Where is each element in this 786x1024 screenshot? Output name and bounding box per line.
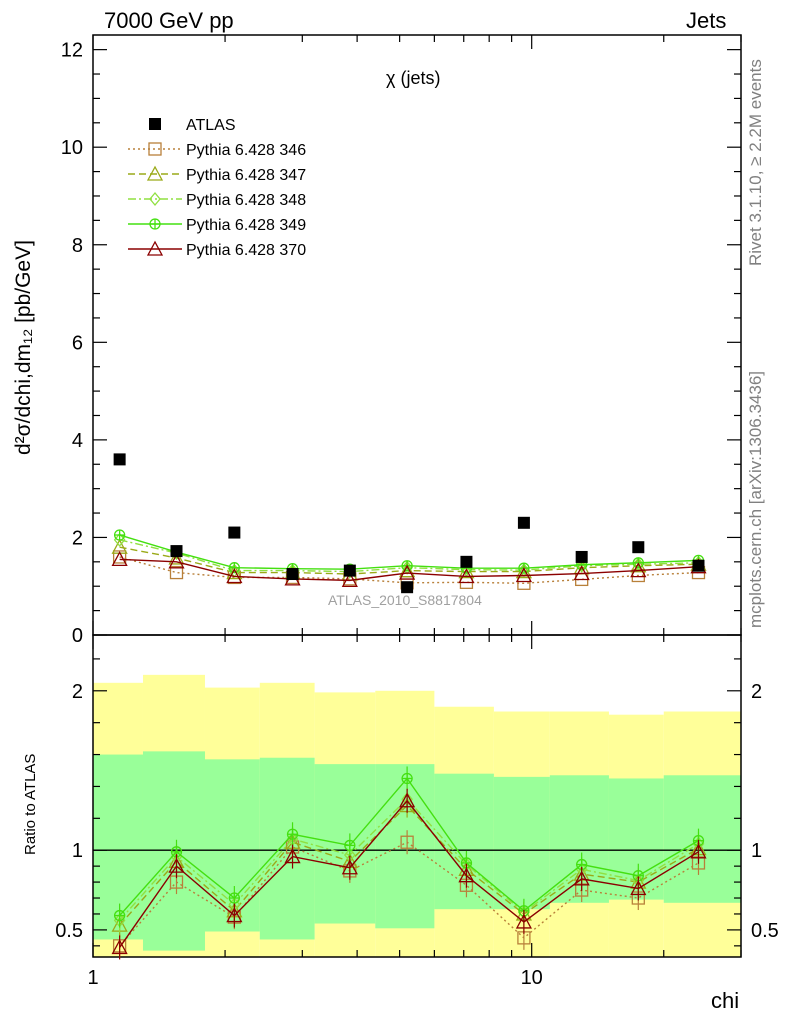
ratio-series-4-point-7 xyxy=(515,913,533,929)
top-series-0-point-0 xyxy=(112,550,127,564)
top-series-4-point-0 xyxy=(111,551,128,567)
top-series-4-point-2 xyxy=(226,568,243,584)
top-y-tick-label-0: 0 xyxy=(72,625,83,647)
top-series-4-point-9 xyxy=(630,562,647,578)
top-y-tick-label-12: 12 xyxy=(61,40,83,62)
ratio-series-0-point-5 xyxy=(400,835,414,849)
legend-marker-0 xyxy=(148,142,162,156)
top-series-4-point-4 xyxy=(341,571,358,588)
legend-label-data: ATLAS xyxy=(186,117,236,134)
ratio-y-tick-label-l-0.5: 0.5 xyxy=(55,920,83,942)
legend-label-3: Pythia 6.428 349 xyxy=(186,217,306,234)
top-y-tick-label-4: 4 xyxy=(72,430,83,452)
ratio-series-3-point-2 xyxy=(228,892,241,904)
ratio-series-4-point-0 xyxy=(111,939,128,955)
x-tick-label-10: 10 xyxy=(521,967,543,989)
ratio-series-4-point-5 xyxy=(399,792,416,808)
rivet-label: Rivet 3.1.10, ≥ 2.2M events xyxy=(746,59,765,266)
ratio-y-tick-label-r-0.5: 0.5 xyxy=(751,920,779,942)
top-series-4-point-7 xyxy=(515,567,533,583)
ratio-series-4-point-6 xyxy=(458,867,475,883)
ratio-series-4-point-2 xyxy=(226,907,243,923)
top-y-tick-label-8: 8 xyxy=(72,235,83,257)
x-axis-label: chi xyxy=(711,988,740,1013)
ratio-y-tick-label-r-1: 1 xyxy=(751,840,762,862)
legend-marker-3 xyxy=(149,218,161,230)
ratio-y-tick-label-l-2: 2 xyxy=(72,681,83,703)
x-tick-label-1: 1 xyxy=(87,967,98,989)
data-point-9 xyxy=(632,541,645,554)
data-point-3 xyxy=(286,568,299,581)
legend-label-2: Pythia 6.428 348 xyxy=(186,192,306,209)
ratio-y-tick-label-r-2: 2 xyxy=(751,681,762,703)
ratio-series-3-point-0 xyxy=(113,909,126,922)
band-inner-5 xyxy=(375,764,435,929)
top-y-tick-label-2: 2 xyxy=(72,527,83,549)
ratio-y-tick-label-l-1: 1 xyxy=(72,840,83,862)
plot-title: χ (jets) xyxy=(386,68,441,88)
top-series-4-point-8 xyxy=(573,565,590,581)
ratio-series-3-point-4 xyxy=(344,839,356,852)
data-point-6 xyxy=(460,555,473,568)
band-inner-1 xyxy=(142,751,205,951)
ratio-series-3-point-3 xyxy=(286,828,299,840)
data-point-8 xyxy=(575,550,588,563)
header-right: Jets xyxy=(686,8,727,33)
data-point-4 xyxy=(343,564,356,577)
watermark: ATLAS_2010_S8817804 xyxy=(328,592,482,608)
legend-marker-1 xyxy=(146,165,164,181)
mcplots-label: mcplots.cern.ch [arXiv:1306.3436] xyxy=(746,370,765,628)
ratio-y-axis-label: Ratio to ATLAS xyxy=(22,753,39,855)
band-inner-2 xyxy=(204,759,260,932)
ratio-series-4-point-4 xyxy=(341,859,358,875)
legend-marker-4 xyxy=(146,240,164,256)
legend-marker-data xyxy=(149,118,161,130)
band-inner-10 xyxy=(663,775,741,903)
ratio-series-4-point-10 xyxy=(690,843,707,859)
top-y-tick-label-6: 6 xyxy=(72,332,83,354)
band-inner-7 xyxy=(493,776,550,910)
top-series-line-4 xyxy=(119,558,699,582)
band-inner-6 xyxy=(434,773,494,910)
data-point-10 xyxy=(692,559,705,572)
legend-label-4: Pythia 6.428 370 xyxy=(186,242,306,259)
data-point-1 xyxy=(170,545,183,558)
top-series-0-point-1 xyxy=(169,565,184,580)
ratio-frame xyxy=(92,634,742,958)
ratio-series-4-point-1 xyxy=(168,857,185,873)
data-point-0 xyxy=(113,453,126,466)
top-y-tick-label-10: 10 xyxy=(61,137,83,159)
ratio-series-3-point-5 xyxy=(401,772,413,785)
top-series-3-point-0 xyxy=(113,529,126,541)
top-series-4-point-1 xyxy=(168,553,185,569)
data-point-5 xyxy=(401,581,414,594)
top-series-2-point-8 xyxy=(575,558,588,573)
data-point-7 xyxy=(517,516,530,529)
legend-label-1: Pythia 6.428 347 xyxy=(186,167,306,184)
ratio-series-4-point-8 xyxy=(573,870,590,886)
band-inner-0 xyxy=(93,754,143,940)
legend-marker-2 xyxy=(149,191,161,207)
header-left: 7000 GeV pp xyxy=(104,8,234,33)
legend-label-0: Pythia 6.428 346 xyxy=(186,142,306,159)
top-y-axis-label: d²σ/dchi,dm₁₂ [pb/GeV] xyxy=(12,240,35,455)
top-series-3-point-2 xyxy=(228,562,241,574)
top-series-1-point-1 xyxy=(168,549,185,565)
ratio-series-4-point-3 xyxy=(284,848,301,864)
top-series-4-point-5 xyxy=(399,564,416,580)
data-point-2 xyxy=(228,526,241,539)
top-series-4-point-6 xyxy=(458,568,475,584)
ratio-series-4-point-9 xyxy=(630,880,647,896)
